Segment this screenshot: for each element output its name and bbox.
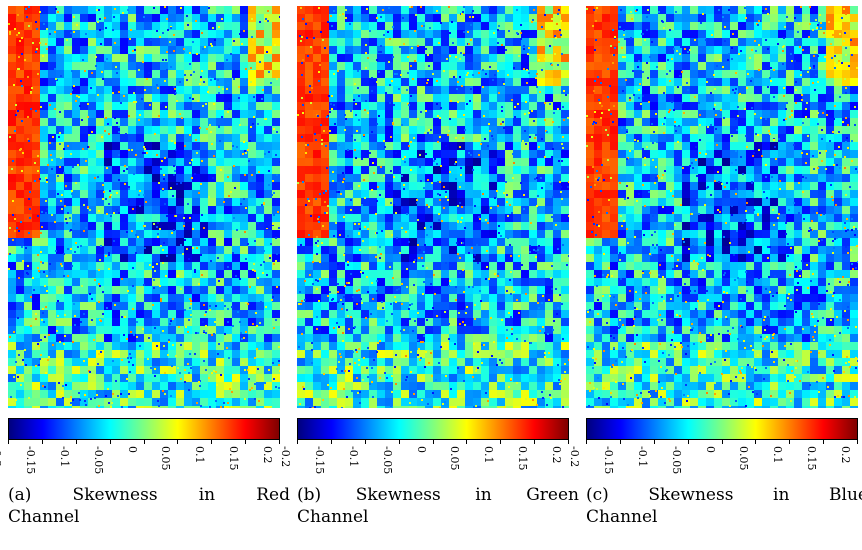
colorbar-tick: [245, 440, 247, 444]
colorbar-tick: [534, 440, 536, 444]
colorbar-tick-label: 0.05: [159, 446, 173, 471]
colorbar-tick: [75, 440, 77, 444]
colorbar-tick-label: -0.15: [601, 446, 615, 475]
colorbar-tick: [109, 440, 111, 444]
colorbar-tick: [330, 440, 332, 444]
skewness-heatmap-green: [297, 6, 569, 408]
caption-line-2: Channel: [586, 507, 658, 527]
colorbar-tick-label: -0.05: [91, 446, 105, 475]
caption-line-2: Channel: [8, 507, 80, 527]
colorbar-ticks: -0.2 -0.15 -0.1 -0.05 0 0.05 0.1 0.15 0.2: [279, 440, 569, 475]
colorbar-tick: [789, 440, 791, 444]
panel-blue-channel: -0.2 -0.15 -0.1 -0.05 0 0.05 0.1 0.15 0.2 (c) Sk…: [568, 0, 862, 550]
colorbar-tick: [653, 440, 655, 444]
colorbar-tick-label: -0.15: [23, 446, 37, 475]
colorbar-tick: [619, 440, 621, 444]
colorbar-ticks: -0.2 -0.15 -0.1 -0.05 0 0.05 0.1 0.15 0.2: [0, 440, 280, 475]
colorbar-tick-label: -0.15: [312, 446, 326, 475]
colorbar-tick-label: -0.2: [0, 446, 3, 468]
colorbar-tick-label: 0: [414, 446, 428, 453]
colorbar-tick: [143, 440, 145, 444]
colorbar-tick-label: 0.2: [550, 446, 563, 464]
colorbar-tick: [211, 440, 213, 444]
colorbar-tick-label: 0.2: [839, 446, 852, 464]
colorbar-tick: [466, 440, 468, 444]
colorbar-tick: [823, 440, 825, 444]
caption-line-1: (b) Skewness in Green: [297, 485, 579, 505]
colorbar-tick-label: -0.2: [568, 446, 581, 468]
caption-line-1: (a) Skewness in Red: [8, 485, 290, 505]
colorbar-tick: [586, 440, 587, 444]
colorbar-tick: [279, 440, 280, 444]
colorbar-tick: [297, 440, 298, 444]
colorbar: [586, 418, 858, 440]
colorbar-tick-label: 0.15: [227, 446, 241, 471]
colorbar-tick-label: 0.1: [193, 446, 207, 464]
caption-line-1: (c) Skewness in Blue: [586, 485, 862, 505]
colorbar-tick-label: 0.15: [516, 446, 530, 471]
colorbar-tick: [568, 440, 569, 444]
colorbar-tick-label: -0.2: [279, 446, 292, 468]
colorbar-tick-label: 0.05: [737, 446, 751, 471]
colorbar-ticks: -0.2 -0.15 -0.1 -0.05 0 0.05 0.1 0.15 0.2: [568, 440, 858, 475]
colorbar-tick: [364, 440, 366, 444]
colorbar-tick: [721, 440, 723, 444]
colorbar-tick: [500, 440, 502, 444]
colorbar-tick-label: 0.1: [482, 446, 496, 464]
colorbar-tick-label: -0.1: [346, 446, 360, 468]
caption-line-2: Channel: [297, 507, 369, 527]
skewness-heatmap-red: [8, 6, 280, 408]
colorbar: [8, 418, 280, 440]
colorbar-tick: [41, 440, 43, 444]
colorbar-tick: [857, 440, 858, 444]
colorbar-tick-label: -0.05: [380, 446, 394, 475]
colorbar-tick-label: 0.15: [805, 446, 819, 471]
colorbar-tick-label: -0.05: [669, 446, 683, 475]
skewness-heatmap-blue: [586, 6, 858, 408]
colorbar-tick: [177, 440, 179, 444]
colorbar: [297, 418, 569, 440]
colorbar-tick: [398, 440, 400, 444]
colorbar-tick-label: 0.1: [771, 446, 785, 464]
panel-green-channel: -0.2 -0.15 -0.1 -0.05 0 0.05 0.1 0.15 0.2 (b) Sk…: [279, 0, 579, 550]
caption-blue: (c) Skewness in Blue Channel: [586, 484, 862, 528]
colorbar-tick: [755, 440, 757, 444]
panel-red-channel: -0.2 -0.15 -0.1 -0.05 0 0.05 0.1 0.15 0.2 (a) Sk…: [0, 0, 290, 550]
colorbar-tick: [432, 440, 434, 444]
caption-red: (a) Skewness in Red Channel: [8, 484, 290, 528]
colorbar-tick-label: 0.05: [448, 446, 462, 471]
colorbar-tick-label: -0.1: [635, 446, 649, 468]
colorbar-tick-label: 0: [703, 446, 717, 453]
caption-green: (b) Skewness in Green Channel: [297, 484, 579, 528]
colorbar-tick: [687, 440, 689, 444]
colorbar-tick-label: 0.2: [261, 446, 274, 464]
colorbar-tick-label: -0.1: [57, 446, 71, 468]
colorbar-tick: [8, 440, 9, 444]
colorbar-tick-label: 0: [125, 446, 139, 453]
